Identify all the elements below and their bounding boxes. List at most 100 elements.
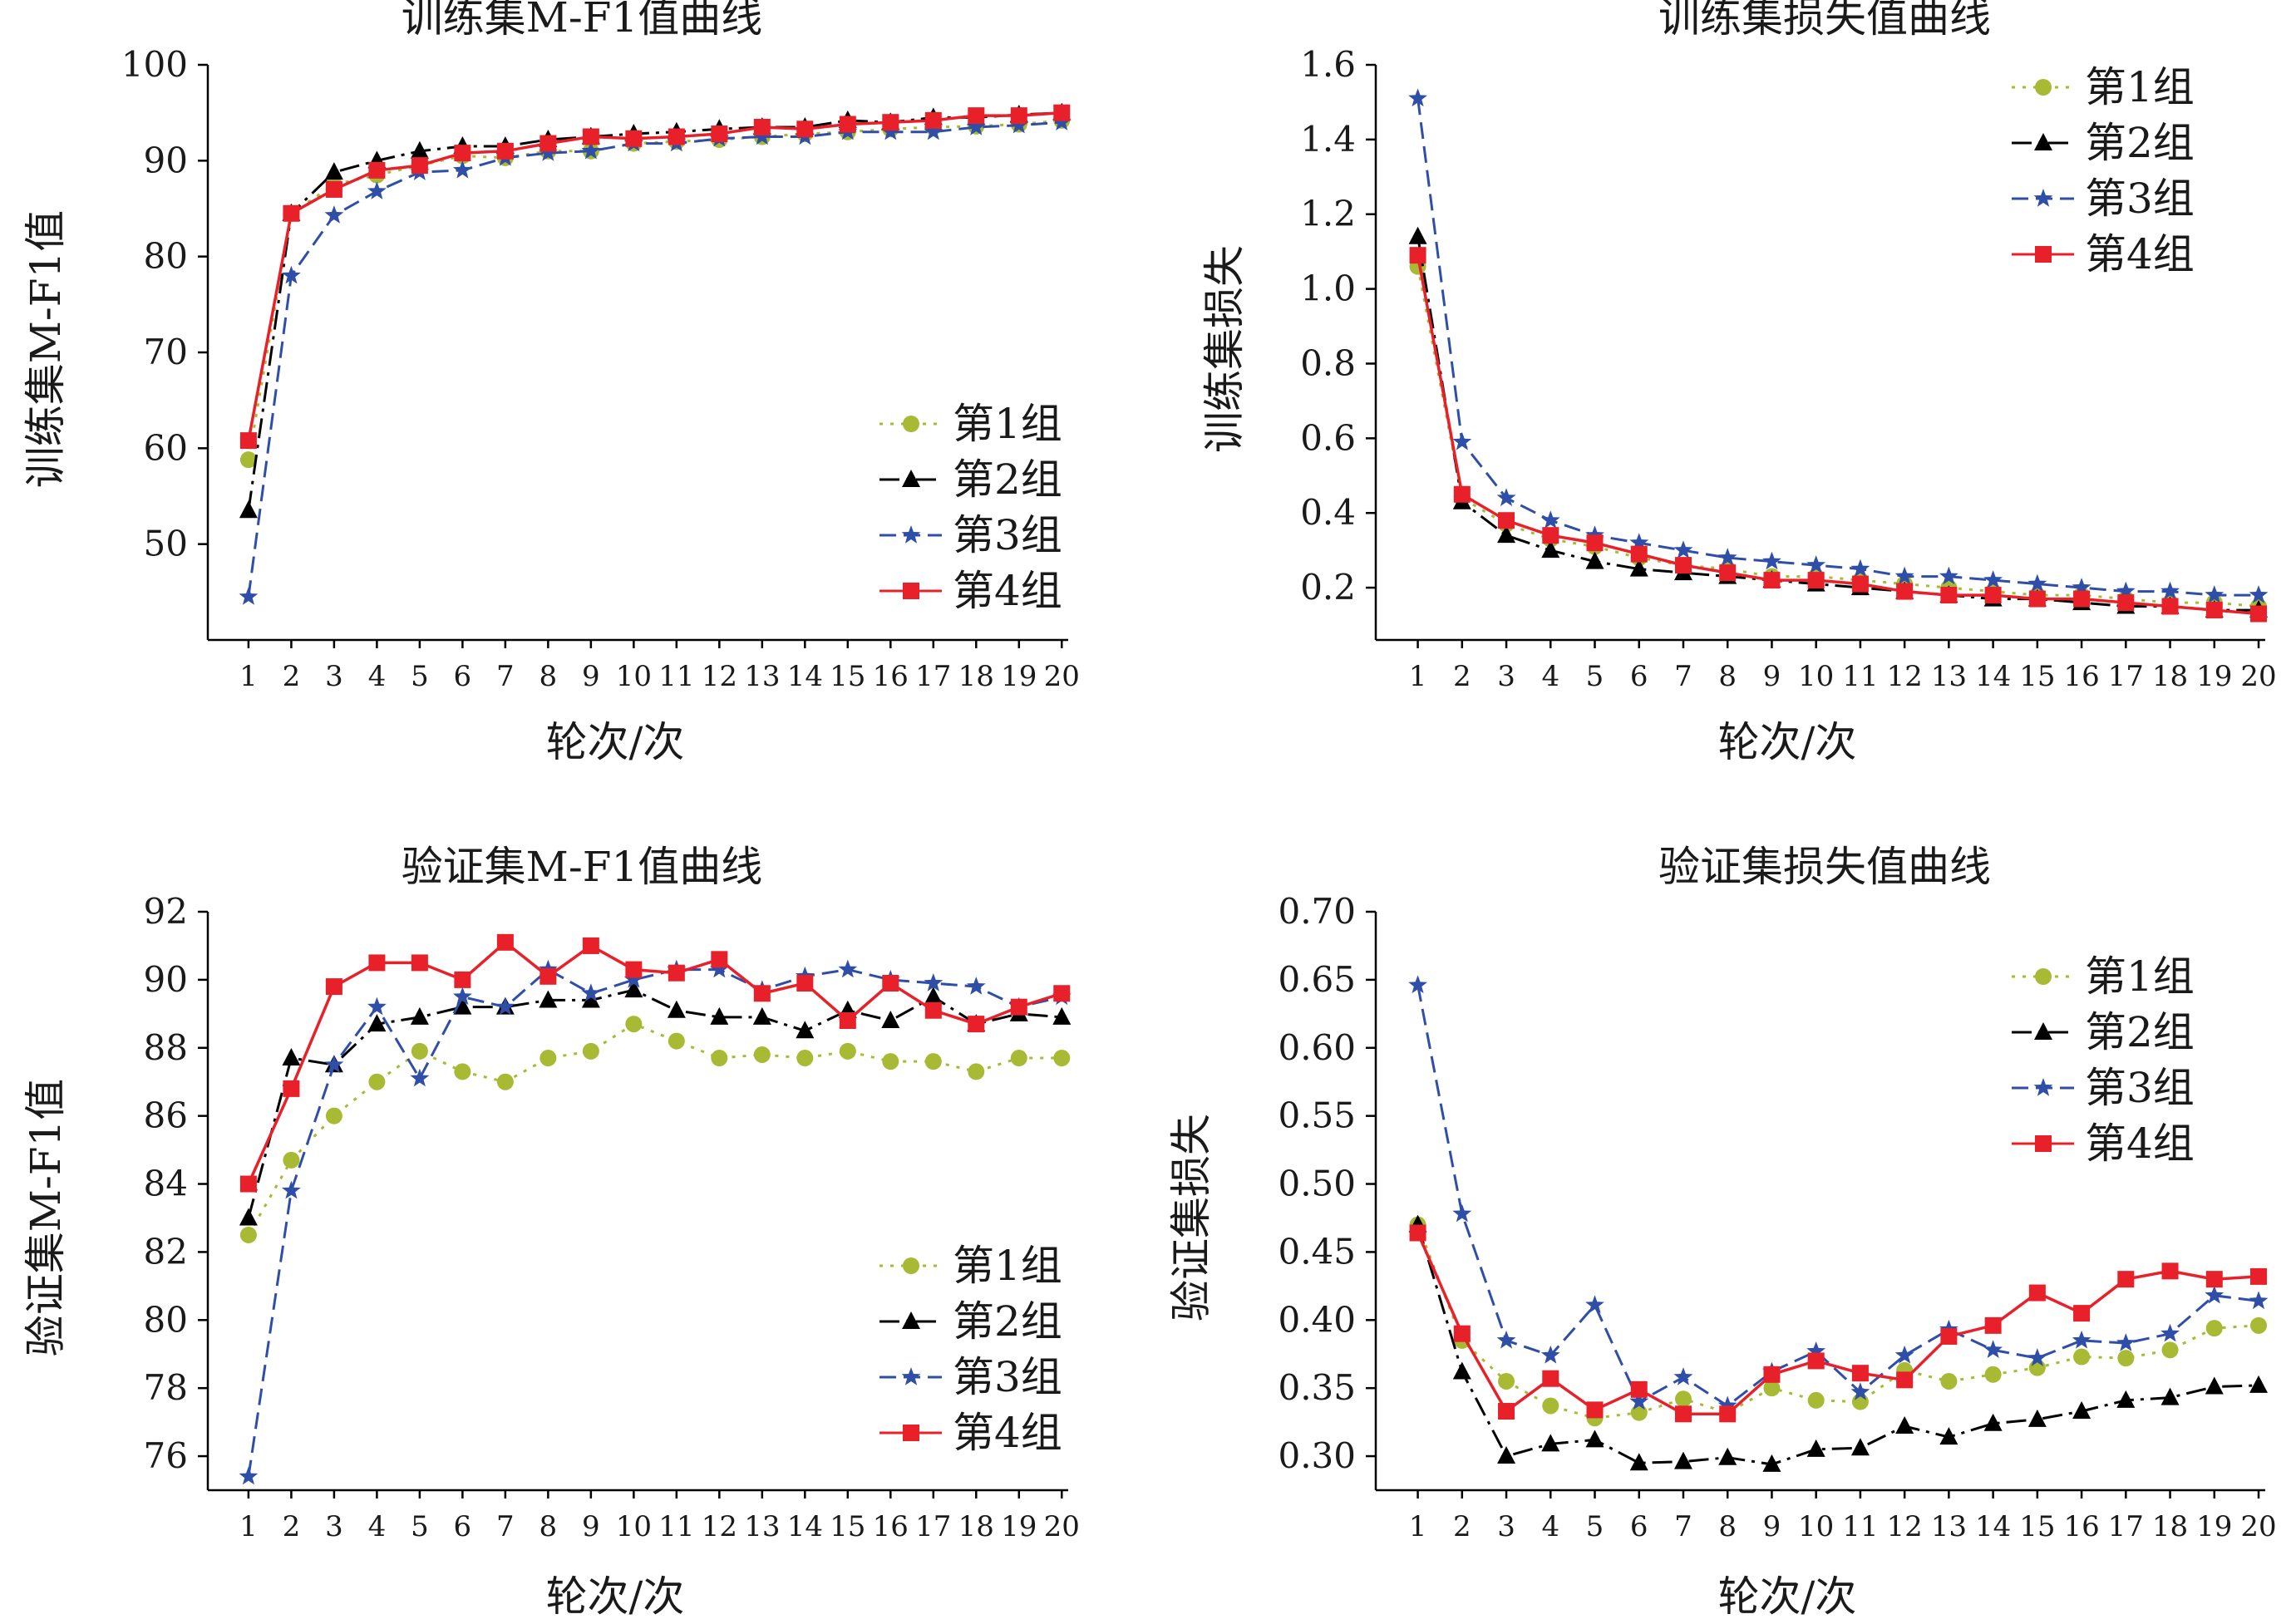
- x-tick-label: 17: [2108, 660, 2144, 693]
- y-tick-label: 0.35: [1278, 1367, 1356, 1408]
- data-point: [325, 1107, 342, 1124]
- data-point: [1408, 975, 1427, 994]
- data-point: [1673, 1367, 1693, 1385]
- data-point: [1053, 1050, 1071, 1067]
- data-point: [668, 964, 685, 982]
- data-point: [2249, 585, 2269, 603]
- legend-marker: [903, 1425, 919, 1441]
- legend-label: 第4组: [953, 1409, 1062, 1457]
- data-point: [1010, 1050, 1027, 1067]
- legend-entry: 第4组: [2012, 230, 2195, 278]
- data-point: [2117, 594, 2135, 612]
- legend-marker: [902, 470, 920, 487]
- data-point: [539, 967, 557, 985]
- series-3: [1408, 975, 2269, 1415]
- data-point: [1586, 534, 1604, 552]
- data-point: [1542, 1397, 1559, 1415]
- data-point: [1409, 1224, 1426, 1242]
- data-point: [368, 161, 386, 179]
- data-point: [1629, 533, 1649, 551]
- legend-marker: [903, 1257, 919, 1274]
- x-tick-label: 20: [2240, 1510, 2276, 1543]
- data-point: [1806, 1341, 1826, 1360]
- data-point: [1452, 1361, 1471, 1380]
- x-tick-label: 16: [873, 1510, 909, 1543]
- data-point: [882, 974, 899, 992]
- data-point: [325, 978, 342, 996]
- legend-marker: [2034, 1022, 2052, 1040]
- x-tick-label: 12: [702, 1510, 737, 1543]
- legend-label: 第1组: [953, 1242, 1062, 1290]
- data-point: [2073, 1348, 2091, 1366]
- data-point: [368, 1073, 386, 1090]
- data-point: [1542, 1370, 1559, 1387]
- chart-title: 验证集M-F1值曲线: [402, 843, 763, 891]
- data-point: [839, 1012, 856, 1030]
- data-point: [968, 1063, 985, 1080]
- data-point: [1762, 551, 1781, 570]
- data-point: [454, 1063, 471, 1080]
- series-1: [239, 1016, 1071, 1243]
- legend-label: 第2组: [2085, 119, 2195, 167]
- data-point: [1452, 431, 1472, 450]
- data-point: [1497, 1446, 1516, 1464]
- data-point: [1763, 1380, 1781, 1397]
- x-tick-label: 7: [1674, 660, 1692, 693]
- data-point: [582, 937, 599, 954]
- x-tick-label: 19: [2196, 660, 2232, 693]
- data-point: [1940, 1327, 1958, 1345]
- data-point: [1542, 527, 1559, 544]
- data-point: [2072, 1330, 2091, 1349]
- data-point: [968, 1016, 985, 1033]
- data-point: [796, 1021, 815, 1039]
- x-tick-label: 10: [616, 660, 652, 693]
- data-point: [453, 160, 472, 179]
- data-point: [325, 180, 342, 198]
- data-point: [796, 974, 814, 992]
- x-tick-label: 1: [239, 1510, 258, 1543]
- data-point: [1453, 485, 1471, 503]
- data-point: [752, 1006, 771, 1025]
- legend-label: 第1组: [953, 400, 1062, 448]
- x-axis-label: 轮次/次: [1718, 1572, 1857, 1621]
- data-point: [1497, 525, 1516, 544]
- data-point: [711, 951, 728, 968]
- x-tick-label: 6: [454, 1510, 472, 1543]
- data-point: [1896, 1371, 1914, 1389]
- data-point: [1585, 551, 1604, 569]
- x-tick-label: 6: [454, 660, 472, 693]
- data-point: [1674, 557, 1692, 574]
- y-tick-label: 0.70: [1278, 891, 1356, 932]
- x-tick-label: 3: [325, 1510, 343, 1543]
- y-tick-label: 0.55: [1278, 1095, 1356, 1136]
- data-point: [1806, 1439, 1825, 1457]
- y-tick-label: 0.45: [1278, 1231, 1356, 1272]
- data-point: [1895, 1416, 1914, 1435]
- data-point: [753, 985, 771, 1002]
- x-tick-label: 2: [1453, 660, 1471, 693]
- data-point: [1717, 548, 1737, 566]
- x-tick-label: 11: [1842, 1510, 1878, 1543]
- x-tick-label: 5: [1586, 660, 1604, 693]
- data-point: [411, 157, 428, 175]
- data-point: [2072, 578, 2091, 596]
- data-point: [1409, 247, 1426, 264]
- series-2: [1408, 1214, 2269, 1472]
- data-point: [2027, 1348, 2047, 1366]
- data-point: [1010, 107, 1027, 125]
- series-line: [247, 121, 1062, 598]
- data-point: [625, 130, 643, 147]
- data-point: [1585, 1430, 1604, 1448]
- data-point: [1940, 587, 1958, 604]
- data-point: [1010, 998, 1027, 1016]
- data-point: [2205, 1320, 2223, 1337]
- y-tick-label: 0.2: [1300, 567, 1356, 608]
- data-point: [924, 111, 942, 129]
- data-point: [2027, 573, 2047, 593]
- y-tick-label: 1.2: [1300, 194, 1356, 234]
- x-tick-label: 19: [1001, 1510, 1037, 1543]
- data-point: [924, 1001, 942, 1019]
- data-point: [1630, 545, 1648, 563]
- data-point: [2250, 1316, 2268, 1334]
